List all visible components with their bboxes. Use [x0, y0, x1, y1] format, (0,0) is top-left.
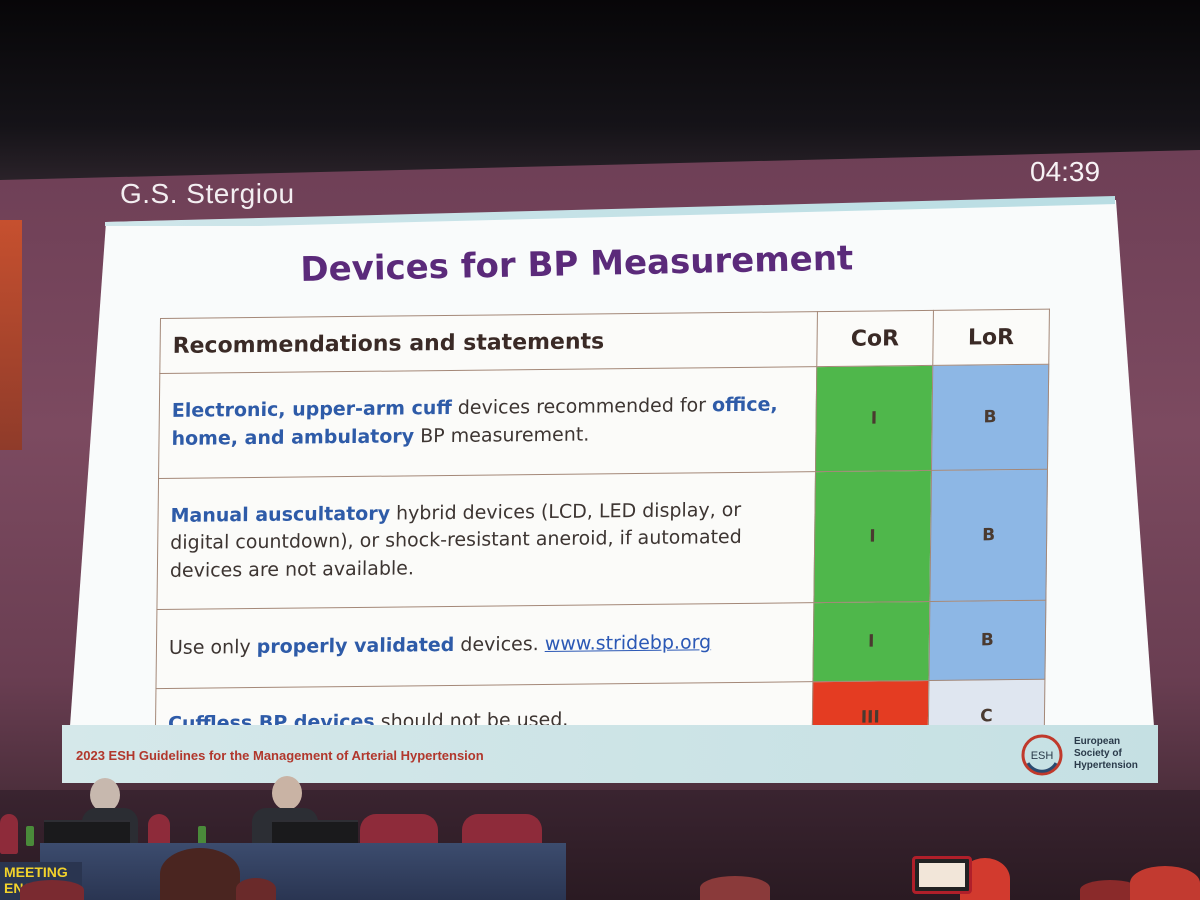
statement-text: devices.: [454, 633, 545, 657]
slide-footer-bar: [62, 725, 1158, 783]
recommendations-table: Recommendations and statements CoR LoR E…: [155, 309, 1050, 762]
lor-cell: B: [931, 364, 1049, 471]
esh-org-name: European Society of Hypertension: [1074, 736, 1164, 772]
highlighted-term: Manual auscultatory: [170, 502, 391, 527]
statement-text: devices recommended for: [451, 394, 713, 420]
header-lor: LoR: [932, 309, 1050, 366]
speaker-name: G.S. Stergiou: [120, 178, 295, 209]
audience-head: [1080, 880, 1140, 900]
header-cor: CoR: [816, 310, 934, 367]
water-bottle: [198, 826, 206, 846]
statement-text: BP measurement.: [414, 423, 590, 448]
slide-footer-text: 2023 ESH Guidelines for the Management o…: [76, 748, 484, 763]
recommendation-cell: Use only properly validated devices. www…: [155, 602, 814, 689]
lor-cell: B: [929, 469, 1048, 602]
audience-head: [700, 876, 770, 900]
audience-head: [236, 878, 276, 900]
ceiling-background: [0, 0, 1200, 180]
table-header-row: Recommendations and statements CoR LoR: [159, 309, 1050, 374]
table-row: Use only properly validated devices. www…: [155, 600, 1046, 689]
esh-logo-icon: ESH: [1021, 734, 1063, 776]
esh-org-line2: Society of: [1074, 748, 1122, 759]
esh-org-line1: European: [1074, 736, 1121, 747]
phone-recording: [912, 856, 972, 894]
left-accent-panel: [0, 220, 22, 450]
panel-desk: [40, 843, 566, 900]
header-recommendations: Recommendations and statements: [159, 311, 818, 374]
cor-cell: I: [815, 365, 933, 472]
cor-cell: I: [813, 470, 932, 603]
panelist-head: [90, 778, 120, 812]
audience-head: [160, 848, 240, 900]
audience-head: [20, 880, 84, 900]
panelist-head: [272, 776, 302, 810]
countdown-timer: 04:39: [1030, 156, 1101, 187]
water-bottle: [26, 826, 34, 846]
table-row: Electronic, upper-arm cuff devices recom…: [158, 364, 1049, 479]
cor-cell: I: [812, 601, 930, 682]
highlighted-term: properly validated: [256, 634, 455, 659]
lor-cell: B: [928, 600, 1046, 681]
esh-org-line3: Hypertension: [1074, 760, 1138, 771]
stridebp-link[interactable]: www.stridebp.org: [544, 631, 712, 656]
meeting-banner-line1: MEETING: [4, 864, 68, 880]
table-row: Manual auscultatory hybrid devices (LCD,…: [156, 469, 1048, 610]
highlighted-term: Electronic, upper-arm cuff: [171, 397, 452, 423]
statement-text: Use only: [168, 636, 257, 660]
recommendation-cell: Manual auscultatory hybrid devices (LCD,…: [156, 471, 816, 610]
recommendation-cell: Electronic, upper-arm cuff devices recom…: [158, 366, 817, 479]
esh-logo-mark: ESH: [1031, 750, 1054, 762]
chair: [0, 814, 18, 854]
audience-hand: [1130, 866, 1200, 900]
table-body: Electronic, upper-arm cuff devices recom…: [155, 364, 1049, 762]
